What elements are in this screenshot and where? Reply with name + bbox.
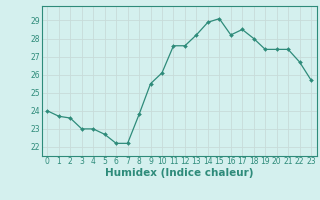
X-axis label: Humidex (Indice chaleur): Humidex (Indice chaleur) <box>105 168 253 178</box>
